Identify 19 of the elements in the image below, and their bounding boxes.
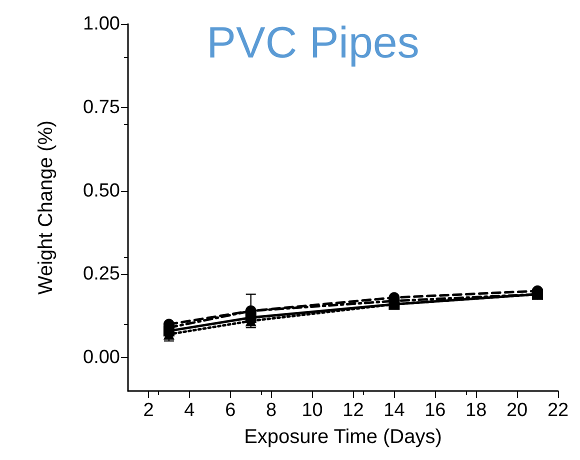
- y-axis-title: Weight Change (%): [35, 120, 57, 295]
- x-tick-label: 2: [143, 400, 154, 421]
- x-tick-label: 14: [384, 400, 406, 421]
- x-tick-label: 22: [547, 400, 569, 421]
- x-tick-label: 4: [184, 400, 196, 421]
- x-axis-title: Exposure Time (Days): [244, 426, 442, 448]
- x-tick-label: 10: [302, 400, 323, 421]
- chart-title: PVC Pipes: [206, 18, 420, 68]
- x-tick-label: 16: [424, 400, 446, 421]
- x-tick-label: 20: [506, 400, 528, 421]
- y-tick-label: 0.50: [83, 180, 120, 202]
- y-tick-label: 0.75: [83, 96, 120, 118]
- x-tick-label: 18: [466, 400, 487, 421]
- x-tick-label: 6: [225, 400, 236, 421]
- x-tick-label: 8: [266, 400, 277, 421]
- y-tick-label: 0.00: [83, 347, 120, 368]
- x-tick-label: 12: [342, 400, 364, 421]
- y-tick-label: 1.00: [83, 14, 120, 34]
- y-tick-label: 0.25: [83, 264, 120, 285]
